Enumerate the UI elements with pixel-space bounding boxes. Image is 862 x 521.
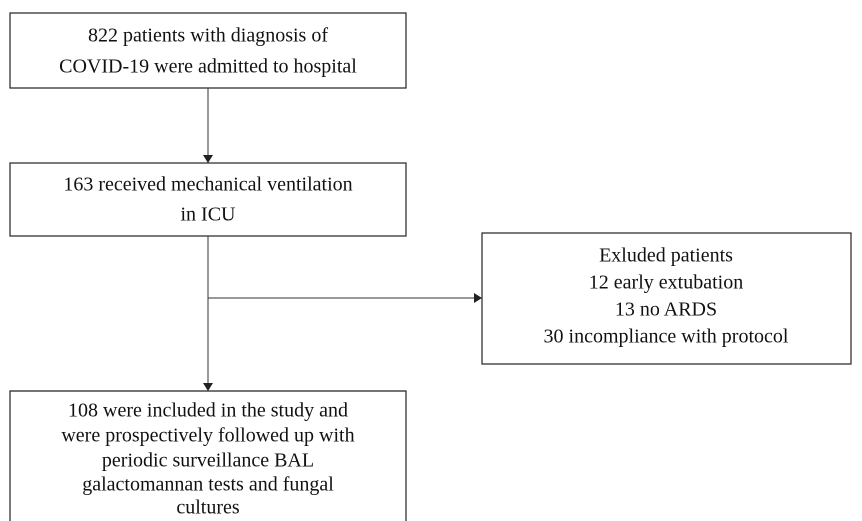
- box: [481, 232, 852, 365]
- node-text: 30 incompliance with protocol: [544, 326, 789, 348]
- node-text: 12 early extubation: [589, 272, 743, 294]
- box: [9, 12, 407, 89]
- arrowhead: [203, 383, 213, 391]
- node-text: 822 patients with diagnosis of: [88, 25, 328, 47]
- node-text: 108 were included in the study and: [68, 400, 348, 422]
- node-text: 13 no ARDS: [615, 299, 717, 321]
- node-text: periodic surveillance BAL: [102, 450, 314, 472]
- node-text: Exluded patients: [599, 245, 733, 267]
- node-text: COVID-19 were admitted to hospital: [59, 56, 357, 78]
- arrowhead: [474, 293, 482, 303]
- node-text: were prospectively followed up with: [61, 425, 354, 447]
- node-text: galactomannan tests and fungal: [82, 474, 334, 496]
- node-text: cultures: [176, 497, 240, 519]
- box: [9, 162, 407, 237]
- node-text: 163 received mechanical ventilation: [63, 174, 352, 196]
- node-text: in ICU: [181, 204, 237, 226]
- arrowhead: [203, 155, 213, 163]
